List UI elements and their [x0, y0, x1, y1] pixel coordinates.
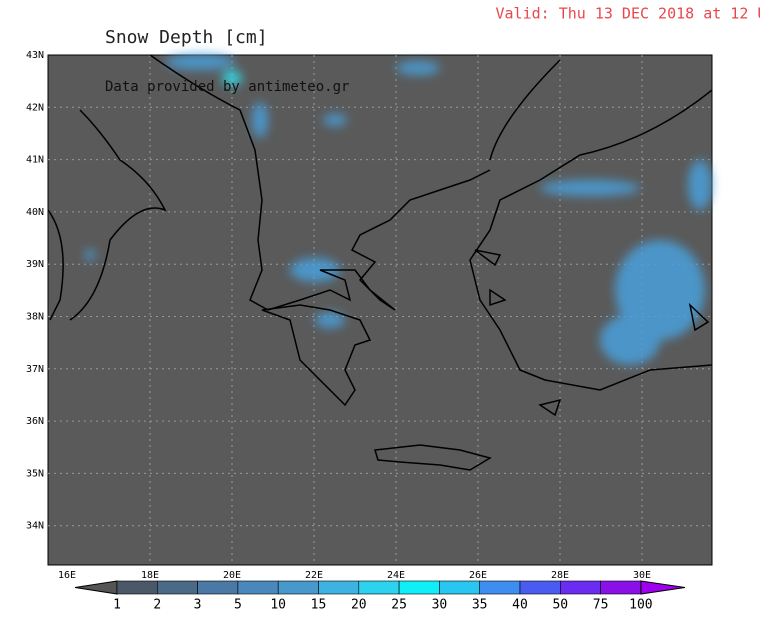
- legend-bin: [519, 580, 561, 595]
- lat-label: 40N: [26, 207, 44, 218]
- grid: [48, 55, 712, 565]
- legend-level: 50: [552, 598, 568, 613]
- lat-label: 36N: [26, 416, 44, 427]
- legend-bin: [157, 580, 198, 595]
- lon-label: 24E: [387, 570, 405, 581]
- lat-label: 43N: [26, 50, 44, 61]
- lat-label: 39N: [26, 259, 44, 270]
- credit: Data provided by antimeteo.gr: [105, 79, 349, 95]
- legend-bin: [277, 580, 319, 595]
- legend-arrow-low: [74, 580, 118, 595]
- legend-level: 75: [593, 598, 609, 613]
- legend-bin: [439, 580, 480, 595]
- legend-level: 10: [270, 598, 286, 613]
- legend-bin: [116, 580, 158, 595]
- legend-level: 15: [311, 598, 327, 613]
- map-frame: [47, 54, 713, 566]
- legend-level: 40: [512, 598, 528, 613]
- legend-bin: [197, 580, 239, 595]
- legend-bin: [237, 580, 279, 595]
- lat-label: 35N: [26, 468, 44, 479]
- map-title: Snow Depth [cm]: [105, 27, 268, 48]
- lat-label: 37N: [26, 364, 44, 375]
- lon-label: 16E: [58, 570, 76, 581]
- legend-level: 3: [194, 598, 202, 613]
- lat-label: 42N: [26, 102, 44, 113]
- legend-level: 5: [234, 598, 242, 613]
- color-legend: 1 2 3 5 10 15 20 25 30 35 40 50 75 100: [74, 580, 686, 613]
- coastlines: [47, 54, 713, 471]
- legend-level: 35: [472, 598, 488, 613]
- legend-bin: [358, 580, 400, 595]
- valid-time: Valid: Thu 13 DEC 2018 at 12 UTC: [496, 5, 760, 23]
- legend-bin: [318, 580, 360, 595]
- legend-level: 1: [113, 598, 121, 613]
- lat-label: 34N: [26, 521, 44, 532]
- legend-bin: [559, 580, 601, 595]
- lat-label: 41N: [26, 155, 44, 166]
- lat-label: 38N: [26, 312, 44, 323]
- lon-label: 26E: [469, 570, 487, 581]
- lon-label: 20E: [223, 570, 241, 581]
- legend-level: 20: [351, 598, 367, 613]
- legend-arrow-high: [640, 580, 686, 595]
- snow-areas: [85, 54, 712, 365]
- legend-bin: [600, 580, 642, 595]
- legend-level: 30: [432, 598, 448, 613]
- legend-bin: [398, 580, 440, 595]
- legend-level: 25: [391, 598, 407, 613]
- legend-level: 2: [153, 598, 161, 613]
- legend-level: 100: [629, 598, 652, 613]
- lon-label: 18E: [141, 570, 159, 581]
- lon-label: 28E: [551, 570, 569, 581]
- lon-label: 22E: [305, 570, 323, 581]
- lon-label: 30E: [633, 570, 651, 581]
- legend-bin: [479, 580, 521, 595]
